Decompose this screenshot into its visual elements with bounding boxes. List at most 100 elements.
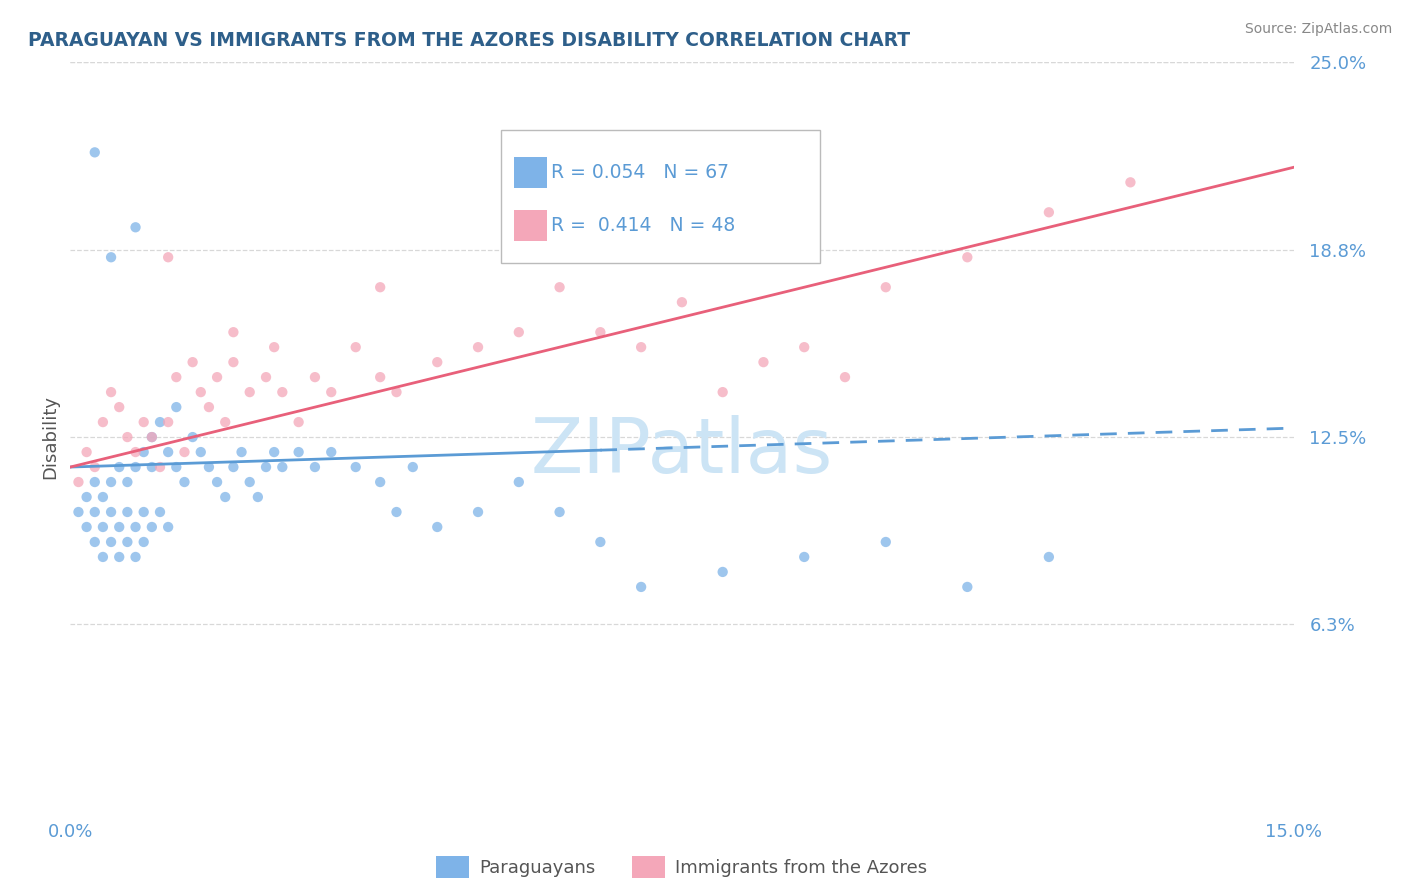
Point	[239, 475, 262, 489]
Point	[321, 445, 343, 459]
Point	[304, 370, 326, 384]
Point	[141, 430, 163, 444]
Point	[108, 400, 131, 414]
Point	[548, 505, 571, 519]
Point	[875, 535, 897, 549]
Point	[1119, 175, 1142, 189]
Point	[157, 445, 180, 459]
Point	[132, 535, 155, 549]
Point	[1038, 205, 1060, 219]
Point	[157, 415, 180, 429]
Point	[100, 505, 122, 519]
Point	[222, 460, 245, 475]
Point	[402, 460, 425, 475]
Point	[91, 520, 114, 534]
Point	[287, 445, 309, 459]
Point	[173, 445, 195, 459]
Point	[173, 475, 195, 489]
Point	[100, 535, 122, 549]
Point	[205, 475, 228, 489]
Point	[671, 295, 693, 310]
Point	[508, 475, 530, 489]
Point	[239, 385, 262, 400]
Point	[165, 370, 187, 384]
Point	[467, 340, 489, 354]
Y-axis label: Disability: Disability	[41, 395, 59, 479]
Point	[149, 505, 172, 519]
Point	[117, 430, 139, 444]
Point	[198, 400, 221, 414]
Point	[368, 370, 391, 384]
Point	[711, 385, 734, 400]
Point	[548, 280, 571, 294]
Point	[141, 460, 163, 475]
Point	[385, 505, 408, 519]
Point	[222, 355, 245, 369]
Point	[426, 520, 449, 534]
Point	[214, 490, 236, 504]
Point	[752, 355, 775, 369]
Point	[67, 505, 90, 519]
Text: R =  0.414   N = 48: R = 0.414 N = 48	[551, 217, 735, 235]
Point	[76, 490, 98, 504]
Point	[205, 370, 228, 384]
Point	[231, 445, 253, 459]
Point	[222, 325, 245, 339]
Point	[108, 549, 131, 564]
Point	[589, 325, 612, 339]
Point	[83, 460, 105, 475]
Point	[157, 250, 180, 264]
Point	[165, 400, 187, 414]
Point	[117, 535, 139, 549]
Point	[793, 549, 815, 564]
Point	[467, 505, 489, 519]
Point	[368, 280, 391, 294]
Point	[132, 505, 155, 519]
Point	[246, 490, 269, 504]
Point	[190, 385, 212, 400]
Point	[190, 445, 212, 459]
Text: R = 0.054   N = 67: R = 0.054 N = 67	[551, 163, 728, 182]
Point	[263, 445, 285, 459]
Point	[141, 520, 163, 534]
Point	[100, 475, 122, 489]
Point	[589, 535, 612, 549]
Point	[304, 460, 326, 475]
Point	[149, 415, 172, 429]
Point	[117, 475, 139, 489]
Point	[368, 475, 391, 489]
Point	[132, 415, 155, 429]
Point	[198, 460, 221, 475]
Point	[108, 460, 131, 475]
Point	[875, 280, 897, 294]
Point	[108, 520, 131, 534]
Point	[508, 325, 530, 339]
Point	[124, 460, 146, 475]
Point	[630, 340, 652, 354]
Point	[124, 520, 146, 534]
Point	[100, 385, 122, 400]
Point	[67, 475, 90, 489]
Point	[100, 250, 122, 264]
Point	[124, 220, 146, 235]
Point	[385, 385, 408, 400]
Point	[181, 430, 204, 444]
Point	[956, 580, 979, 594]
Point	[214, 415, 236, 429]
Point	[141, 430, 163, 444]
Point	[344, 340, 367, 354]
Point	[117, 505, 139, 519]
Point	[76, 520, 98, 534]
Point	[165, 460, 187, 475]
Point	[711, 565, 734, 579]
Point	[254, 370, 277, 384]
Point	[426, 355, 449, 369]
Point	[254, 460, 277, 475]
Text: Source: ZipAtlas.com: Source: ZipAtlas.com	[1244, 22, 1392, 37]
Point	[124, 549, 146, 564]
Point	[83, 535, 105, 549]
Point	[630, 580, 652, 594]
Point	[91, 415, 114, 429]
Point	[149, 460, 172, 475]
Point	[344, 460, 367, 475]
